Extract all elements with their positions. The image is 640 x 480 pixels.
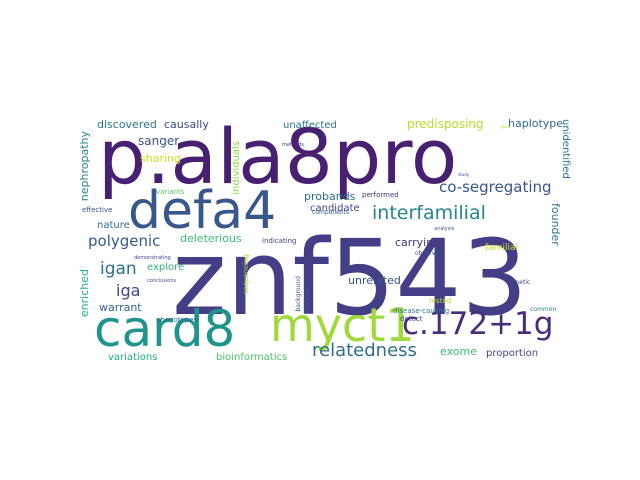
- cloud-word-explore: explore: [147, 262, 185, 273]
- cloud-word-predisposing: predisposing: [407, 117, 484, 131]
- cloud-word-interfamilial: interfamilial: [372, 202, 486, 224]
- cloud-word-co-segregating: co-segregating: [439, 178, 552, 196]
- cloud-word-p-ala8pro: p.ala8pro: [98, 112, 458, 201]
- cloud-word-carrying: carrying: [395, 236, 441, 249]
- cloud-word-sanger: sanger: [138, 134, 180, 148]
- cloud-word-candidate: candidate: [310, 203, 360, 214]
- cloud-word-unaffected: unaffected: [283, 120, 337, 131]
- cloud-word-igan: igan: [100, 259, 137, 279]
- cloud-word-haplotype: haplotype: [508, 117, 564, 130]
- cloud-word-tested: tested: [429, 297, 452, 305]
- cloud-word-analyses: analyses: [304, 287, 311, 314]
- cloud-word-polygenic: polygenic: [88, 232, 161, 250]
- cloud-word-warrant: warrant: [99, 301, 142, 314]
- cloud-word-nature: nature: [97, 220, 130, 231]
- cloud-word-causally: causally: [164, 118, 209, 131]
- cloud-word-discovered: discovered: [97, 118, 157, 131]
- cloud-word-deleterious: deleterious: [180, 232, 242, 245]
- cloud-word-unidentified: unidentified: [560, 119, 571, 179]
- cloud-word-proportion: proportion: [486, 348, 539, 359]
- cloud-word-observed: observed: [415, 250, 443, 257]
- cloud-word-components: components: [312, 209, 350, 216]
- cloud-word-nephropathy: nephropathy: [80, 131, 91, 202]
- cloud-word-bioinformatics: bioinformatics: [216, 352, 288, 363]
- cloud-word-unrelated: unrelated: [348, 274, 401, 287]
- cloud-word-sharing: sharing: [140, 152, 181, 165]
- cloud-word-background: background: [295, 276, 302, 312]
- cloud-word-demonstrating: demonstrating: [134, 255, 171, 261]
- cloud-word-myct1: myct1: [270, 298, 415, 352]
- cloud-word-founder: founder: [549, 203, 562, 246]
- cloud-word-study: study: [458, 172, 470, 177]
- cloud-word-enriched: enriched: [80, 269, 91, 318]
- cloud-word-analysis: analysis: [434, 226, 455, 232]
- cloud-word-phenotypes: phenotypes: [156, 316, 198, 324]
- cloud-word-probands: probands: [304, 190, 356, 203]
- cloud-word-genetic: genetic: [508, 279, 531, 286]
- cloud-word-znf543: znf543: [172, 217, 528, 339]
- cloud-word-exome: exome: [440, 345, 477, 358]
- cloud-word-disease-causing: disease-causing: [393, 307, 450, 315]
- cloud-word-performed: performed: [362, 191, 399, 199]
- cloud-word-card8: card8: [94, 300, 236, 358]
- cloud-word-detect: detect: [400, 315, 423, 323]
- cloud-word-methods: methods: [282, 142, 304, 148]
- cloud-word-goal: goal: [501, 124, 510, 129]
- cloud-word-variants: variants: [156, 188, 185, 196]
- cloud-word-effective: effective: [82, 206, 113, 214]
- cloud-word-relatedness: relatedness: [312, 340, 417, 361]
- word-cloud: znf543 p.ala8pro defa4 card8 myct1 c.172…: [80, 109, 578, 371]
- cloud-word-defa4: defa4: [128, 181, 277, 241]
- cloud-word-indicating: indicating: [262, 237, 297, 245]
- cloud-word-common: common: [530, 306, 557, 313]
- cloud-word-familial: familial: [485, 243, 518, 253]
- cloud-word-iga: iga: [116, 281, 141, 300]
- cloud-word-variations: variations: [108, 352, 158, 363]
- cloud-word-c-172-1g: c.172+1g: [402, 306, 554, 342]
- cloud-word-sequencing: sequencing: [242, 254, 250, 295]
- cloud-word-individuals: individuals: [231, 141, 242, 195]
- cloud-word-conclusions: conclusions: [147, 278, 177, 284]
